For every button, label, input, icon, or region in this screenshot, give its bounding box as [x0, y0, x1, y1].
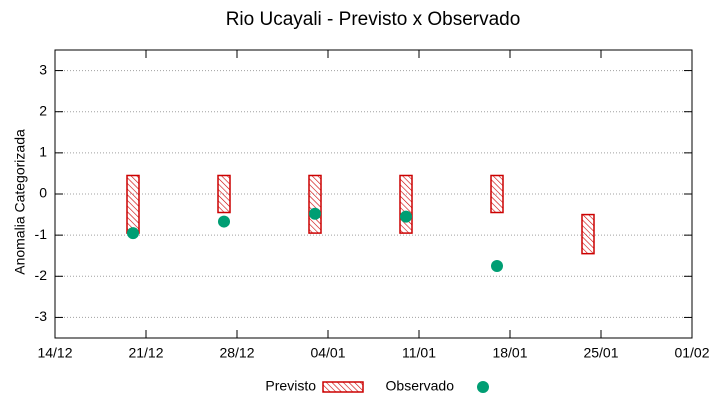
y-tick-label: -2: [35, 267, 48, 283]
x-tick-label: 14/12: [37, 345, 72, 361]
legend-label: Observado: [386, 378, 455, 394]
forecast-box: [490, 174, 504, 214]
y-tick-label: 1: [39, 144, 47, 160]
x-tick-label: 18/01: [492, 345, 527, 361]
x-tick-label: 21/12: [128, 345, 163, 361]
observed-point: [491, 260, 503, 272]
legend-swatch: [477, 381, 489, 393]
forecast-box: [581, 213, 595, 255]
x-tick-label: 25/01: [583, 345, 618, 361]
chart-title: Rio Ucayali - Previsto x Observado: [226, 9, 521, 30]
observed-point: [309, 207, 321, 220]
forecast-box: [308, 174, 322, 234]
y-tick-label: -1: [35, 226, 48, 242]
forecast-box: [126, 174, 140, 234]
observed-point: [127, 227, 139, 240]
observed-point: [218, 215, 230, 228]
legend-swatch: [322, 381, 364, 393]
y-tick-label: -3: [35, 308, 48, 324]
y-tick-label: 3: [39, 61, 47, 77]
forecast-box: [399, 174, 413, 234]
x-tick-label: 01/02: [674, 345, 709, 361]
forecast-box: [217, 174, 231, 214]
y-tick-label: 2: [39, 102, 47, 118]
observed-point: [400, 210, 412, 223]
plot-border: [54, 49, 693, 339]
x-tick-label: 04/01: [310, 345, 345, 361]
y-tick-label: 0: [39, 185, 47, 201]
legend-label: Previsto: [265, 378, 316, 394]
y-axis-label: Anomalia Categorizada: [12, 129, 28, 275]
x-tick-label: 11/01: [402, 345, 436, 361]
x-tick-label: 28/12: [219, 345, 254, 361]
